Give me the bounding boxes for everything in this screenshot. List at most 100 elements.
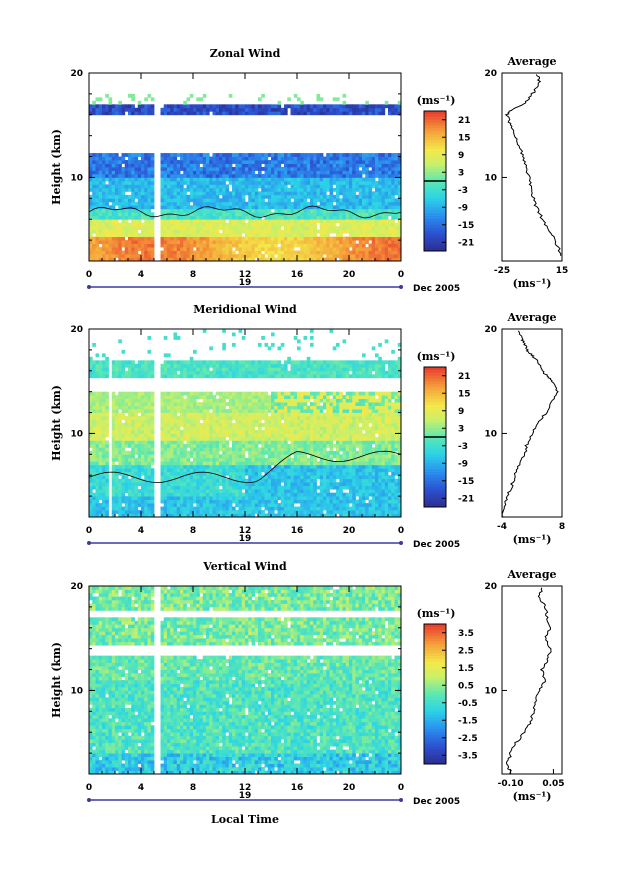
heatmap-cell (358, 240, 363, 244)
heatmap-cell (280, 177, 285, 182)
heatmap-cell (238, 205, 243, 210)
heatmap-cell (310, 107, 314, 112)
heatmap-cell (193, 250, 197, 255)
heatmap-cell (368, 173, 373, 178)
heatmap-cell (121, 485, 126, 490)
heatmap-cell (277, 180, 282, 185)
heatmap-cell (102, 443, 106, 448)
heatmap-cell (336, 191, 340, 196)
heatmap-cell (313, 243, 317, 248)
heatmap-cell (98, 489, 103, 494)
heatmap-cell (176, 226, 181, 231)
heatmap-cell (306, 212, 311, 217)
heatmap-cell (118, 412, 122, 417)
heatmap-cell (336, 194, 340, 199)
heatmap-cell (206, 433, 210, 438)
heatmap-cell (160, 468, 165, 473)
heatmap-cell (163, 475, 168, 480)
heatmap-cell (310, 153, 314, 157)
heatmap-cell (121, 243, 126, 248)
heatmap-cell (391, 250, 395, 255)
heatmap-cell (196, 391, 200, 396)
heatmap-cell (222, 440, 226, 445)
heatmap-cell (235, 184, 239, 189)
heatmap-cell (186, 177, 191, 182)
heatmap-cell (186, 180, 191, 185)
heatmap-cell (189, 107, 194, 112)
heatmap-cell (150, 222, 155, 227)
heatmap-cell (163, 398, 168, 403)
heatmap-cell (144, 367, 148, 372)
heatmap-cell (355, 153, 360, 157)
heatmap-cell (189, 356, 194, 361)
heatmap-cell (141, 187, 145, 192)
heatmap-cell (271, 187, 275, 192)
heatmap-cell (98, 464, 103, 469)
heatmap-cell (329, 219, 334, 224)
heatmap-cell (261, 177, 265, 182)
heatmap-cell (189, 503, 194, 507)
heatmap-cell (228, 194, 233, 199)
heatmap-cell (176, 482, 181, 487)
heatmap-cell (163, 250, 168, 255)
heatmap-cell (98, 478, 103, 483)
heatmap-cell (290, 233, 295, 238)
heatmap-cell (137, 405, 142, 410)
heatmap-cell (102, 419, 106, 424)
heatmap-cell (375, 180, 379, 185)
heatmap-cell (228, 107, 233, 112)
heatmap-cell (150, 107, 155, 112)
heatmap-cell (144, 236, 148, 241)
heatmap-cell (300, 215, 304, 220)
heatmap-cell (362, 187, 366, 192)
heatmap-cell (206, 457, 210, 462)
heatmap-cell (206, 215, 210, 220)
heatmap-cell (131, 233, 135, 238)
heatmap-cell (228, 496, 233, 500)
heatmap-cell (209, 243, 213, 248)
heatmap-cell (352, 215, 356, 220)
heatmap-cell (124, 360, 129, 365)
heatmap-cell (186, 482, 191, 487)
heatmap-cell (196, 402, 200, 406)
heatmap-cell (199, 104, 204, 109)
heatmap-cell (170, 201, 174, 206)
heatmap-cell (225, 205, 230, 210)
heatmap-cell (215, 160, 220, 164)
heatmap-cell (358, 247, 363, 251)
heatmap-cell (118, 187, 122, 192)
heatmap-cell (108, 222, 113, 227)
heatmap-cell (303, 198, 308, 203)
heatmap-cell (232, 450, 236, 455)
heatmap-cell (186, 402, 191, 406)
heatmap-cell (251, 167, 256, 171)
heatmap-cell (124, 503, 129, 507)
heatmap-cell (131, 409, 135, 413)
heatmap-cell (134, 489, 139, 494)
heatmap-cell (212, 104, 217, 109)
heatmap-cell (251, 212, 256, 217)
heatmap-cell (144, 489, 148, 494)
heatmap-cell (235, 104, 239, 109)
colorbar-swatch (424, 233, 446, 237)
heatmap-cell (124, 475, 129, 480)
heatmap-cell (196, 461, 200, 466)
heatmap-cell (137, 409, 142, 413)
heatmap-cell (316, 215, 321, 220)
heatmap-cell (102, 363, 106, 368)
heatmap-cell (137, 454, 142, 459)
heatmap-cell (147, 367, 152, 372)
heatmap-cell (186, 475, 191, 480)
heatmap-cell (300, 170, 304, 175)
heatmap-cell (332, 254, 337, 258)
heatmap-cell (202, 405, 207, 410)
heatmap-cell (332, 180, 337, 185)
heatmap-cell (222, 104, 226, 109)
heatmap-cell (199, 160, 204, 164)
heatmap-cell (378, 229, 382, 234)
heatmap-cell (310, 208, 314, 213)
heatmap-cell (261, 212, 265, 217)
heatmap-cell (115, 482, 119, 487)
heatmap-cell (287, 257, 291, 262)
heatmap-cell (290, 229, 295, 234)
